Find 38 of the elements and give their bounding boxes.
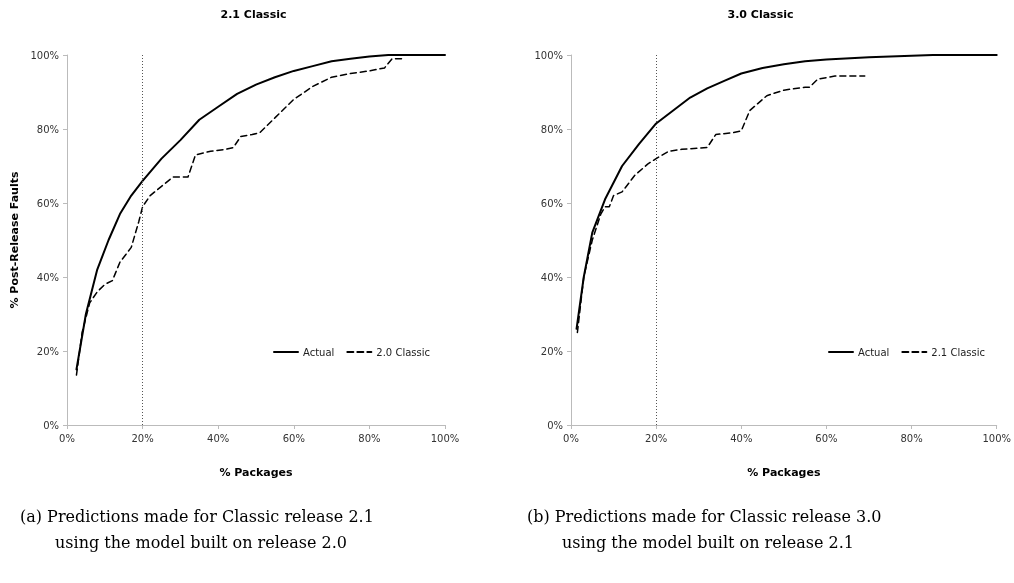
text: (a) Predictions made for Classic release 2.1 [20, 506, 374, 526]
text: (b) Predictions made for Classic release 3.0 [527, 506, 882, 526]
y-tick-label: 100% [534, 49, 563, 61]
y-tick-label: 40% [36, 271, 59, 283]
x-tick-label: 0% [563, 432, 579, 444]
x-tick-label: 60% [815, 432, 838, 444]
x-tick-label: 0% [59, 432, 75, 444]
legend-label: Actual [303, 346, 335, 358]
x-tick-label: 80% [358, 432, 381, 444]
y-tick-label: 20% [36, 345, 59, 357]
text: using the model built on release 2.0 [55, 532, 348, 552]
y-tick-label: 60% [540, 197, 563, 209]
legend-label: 2.0 Classic [376, 346, 430, 358]
y-tick-label: 100% [30, 49, 59, 61]
chart-title: 3.0 Classic [727, 8, 794, 21]
legend-label: 2.1 Classic [931, 346, 985, 358]
x-tick-label: 20% [131, 432, 154, 444]
x-axis-title: % Packages [219, 466, 294, 479]
x-axis-title: % Packages [747, 466, 821, 479]
x-tick-label: 20% [645, 432, 668, 444]
line-series [575, 54, 998, 330]
y-tick-label: 80% [540, 123, 563, 135]
x-tick-label: 40% [730, 432, 753, 444]
y-tick-label: 60% [36, 197, 59, 209]
y-tick-label: 20% [540, 345, 563, 357]
text: using the model built on release 2.1 [562, 532, 855, 552]
y-tick-label: 0% [43, 419, 59, 431]
x-tick-label: 100% [982, 432, 1011, 444]
chart-title: 2.1 Classic [220, 8, 287, 21]
x-tick-label: 100% [430, 432, 460, 444]
legend-label: Actual [858, 346, 890, 358]
x-tick-label: 40% [207, 432, 230, 444]
y-tick-label: 0% [547, 419, 563, 431]
y-axis-title: % Post-Release Faults [7, 171, 21, 309]
x-tick-label: 60% [282, 432, 305, 444]
x-tick-label: 80% [900, 432, 923, 444]
y-tick-label: 40% [540, 271, 563, 283]
y-tick-label: 80% [36, 123, 59, 135]
